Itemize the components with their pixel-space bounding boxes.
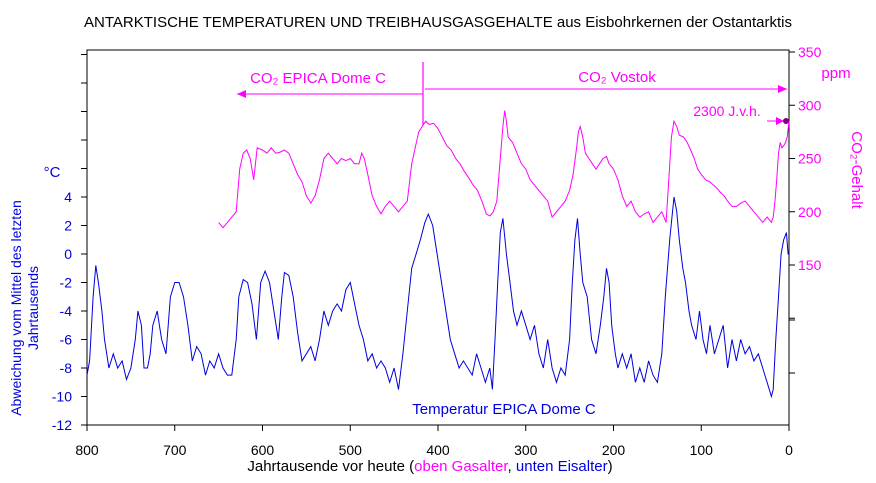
x-tick-label: 0 (785, 442, 793, 458)
co2-epica-annotation: CO₂ EPICA Dome C (250, 70, 386, 87)
x-tick-label: 100 (690, 442, 714, 458)
x-tick-label: 700 (163, 442, 187, 458)
left-tick-label: -10 (52, 389, 72, 405)
epica-arrow-head (237, 90, 246, 98)
x-axis-label: Jahrtausende vor heute (oben Gasalter, u… (247, 458, 612, 475)
left-tick-label: -8 (60, 360, 73, 376)
series-layer (86, 110, 790, 399)
left-axis-label-line2: Jahrtausends (25, 266, 41, 350)
right-tick-label: 250 (798, 151, 822, 167)
left-axis-ticks: 4 2 0 -2 -4 -6 -8 -10 -12 (52, 54, 87, 433)
x-axis-label-part1: Jahrtausende vor heute ( (247, 458, 414, 475)
right-tick-label: 300 (798, 97, 822, 113)
marker-2300-arrow-head (776, 117, 784, 125)
right-axis-label: CO₂-Gehalt (848, 131, 865, 209)
right-axis-ticks: 350 300 250 200 150 (789, 44, 822, 374)
left-tick-label: -6 (60, 332, 73, 348)
left-tick-label: 4 (64, 189, 72, 205)
x-tick-label: 200 (602, 442, 626, 458)
x-axis-label-ice: unten Eisalter (516, 458, 608, 475)
x-tick-label: 600 (251, 442, 275, 458)
x-tick-label: 500 (339, 442, 363, 458)
left-tick-label: 0 (64, 246, 72, 262)
temperature-line (86, 196, 789, 399)
left-tick-label: -2 (60, 275, 73, 291)
x-axis-ticks: 800 700 600 500 400 300 200 100 0 (75, 425, 793, 458)
vostok-arrow-head (778, 85, 787, 93)
right-tick-label: 150 (798, 257, 822, 273)
co2-vostok-annotation: CO₂ Vostok (578, 69, 656, 86)
right-tick-label: 200 (798, 204, 822, 220)
x-axis-label-part3: , (508, 458, 516, 475)
x-axis-label-part5: ) (608, 458, 613, 475)
x-tick-label: 300 (514, 442, 538, 458)
left-tick-label: 2 (64, 218, 72, 234)
left-axis-unit: °C (44, 164, 61, 181)
chart-title: ANTARKTISCHE TEMPERATUREN UND TREIBHAUSG… (84, 14, 792, 31)
x-tick-label: 400 (426, 442, 450, 458)
marker-2300-dot (783, 118, 789, 124)
x-axis-label-gas: oben Gasalter (414, 458, 508, 475)
right-tick-label: 350 (798, 44, 822, 60)
left-tick-label: -12 (52, 417, 72, 433)
co2-line (218, 110, 790, 229)
x-tick-label: 800 (75, 442, 99, 458)
left-tick-label: -4 (60, 303, 73, 319)
plot-frame (86, 49, 790, 426)
marker-2300-label: 2300 J.v.h. (693, 103, 760, 119)
right-axis-unit: ppm (821, 65, 850, 82)
left-axis-label-line1: Abweichung vom Mittel des letzten (8, 200, 24, 416)
temperature-series-label: Temperatur EPICA Dome C (412, 401, 596, 418)
